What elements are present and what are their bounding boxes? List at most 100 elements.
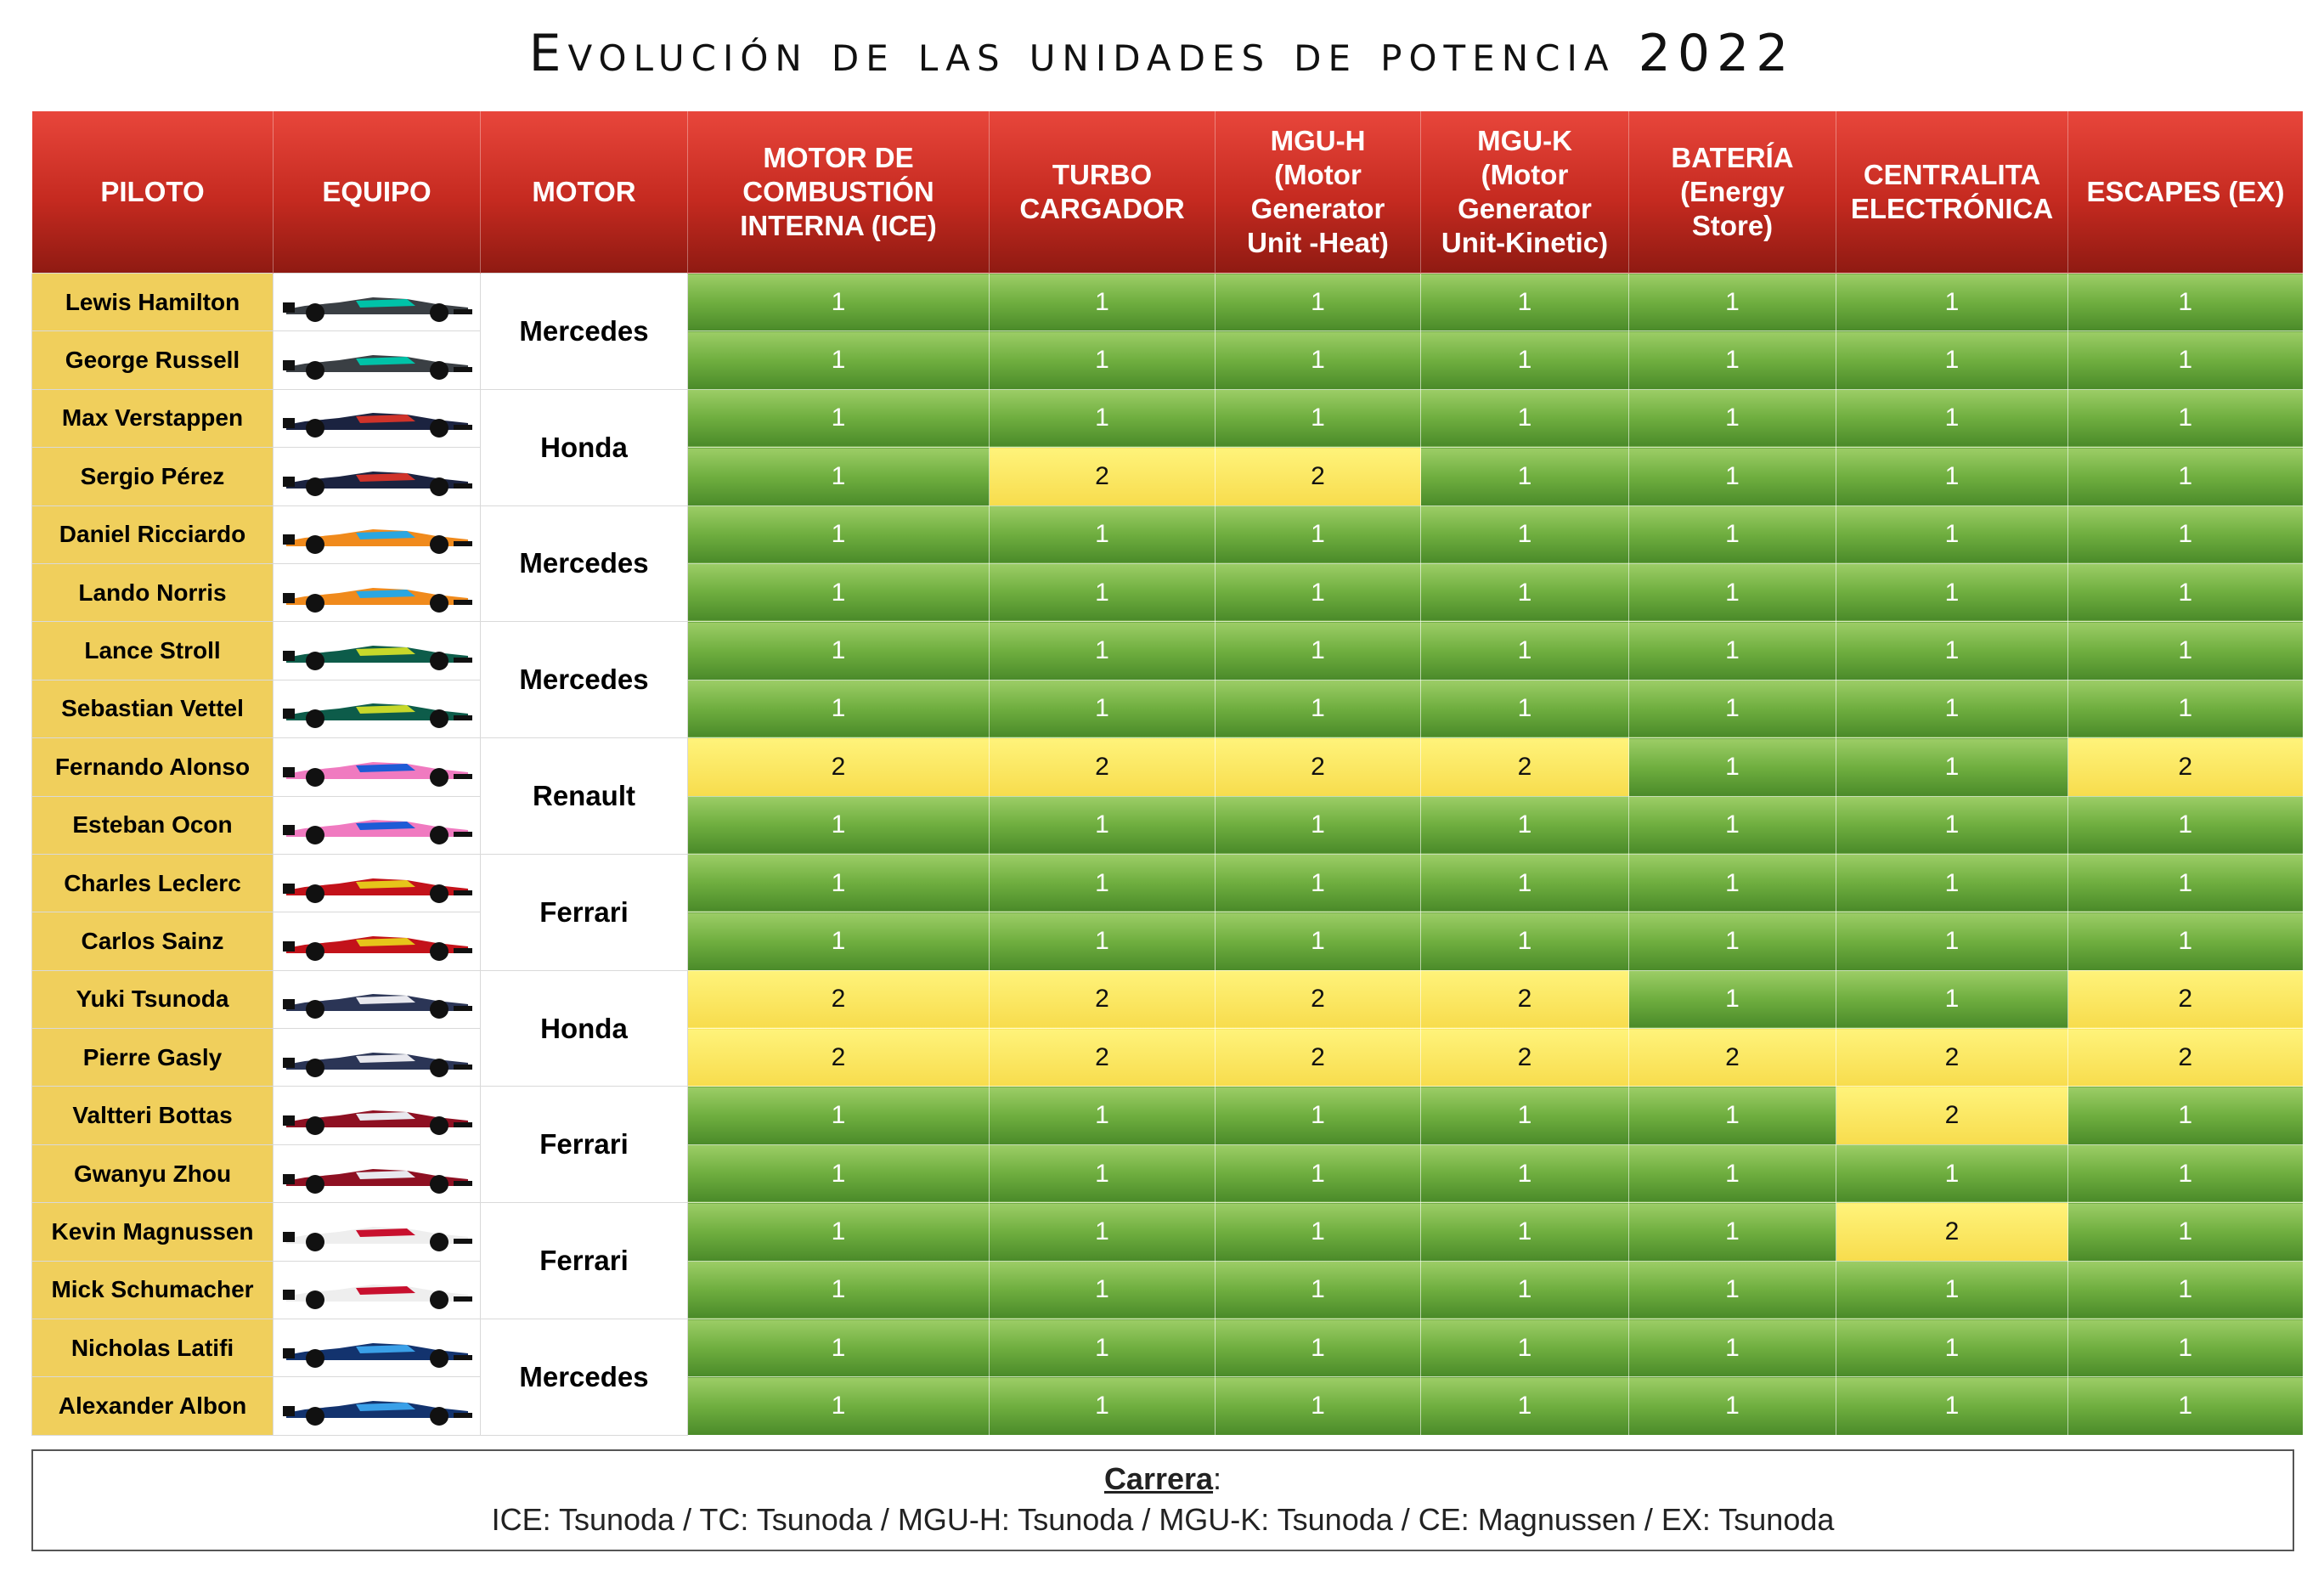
component-count: 1 — [989, 1202, 1216, 1262]
car-image — [282, 935, 472, 961]
component-count: 2 — [1215, 1028, 1421, 1087]
component-count: 2 — [989, 447, 1216, 506]
car-wheel — [429, 826, 448, 845]
component-count: 1 — [1836, 737, 2068, 797]
driver-name: Max Verstappen — [31, 388, 274, 449]
team-car — [273, 505, 481, 564]
component-count: 1 — [687, 853, 990, 913]
car-wing — [453, 483, 472, 489]
car-wheel — [429, 593, 448, 613]
car-wheel — [429, 1407, 448, 1426]
driver-name: Sebastian Vettel — [31, 679, 274, 739]
component-count: 1 — [1836, 969, 2068, 1030]
engine-supplier: Honda — [480, 969, 688, 1087]
car-wheel — [305, 302, 324, 322]
team-car — [273, 1202, 481, 1262]
component-count: 1 — [1836, 853, 2068, 913]
component-count: 2 — [1215, 447, 1421, 506]
component-count: 1 — [1628, 912, 1836, 971]
car-wheel — [429, 361, 448, 381]
driver-row: Lance Stroll Mercedes 1 1 1 1 1 1 1 — [31, 621, 2304, 739]
car-wing — [453, 1122, 472, 1128]
car-stripe — [355, 472, 415, 482]
driver-name: Pierre Gasly — [31, 1028, 274, 1087]
footer: Carrera: ICE: Tsunoda / TC: Tsunoda / MG… — [31, 1449, 2294, 1551]
car-wing — [282, 534, 295, 545]
car-wing — [453, 658, 472, 664]
engine-supplier: Ferrari — [480, 1086, 688, 1204]
component-count: 1 — [2067, 505, 2304, 564]
car-stripe — [355, 763, 415, 772]
component-count: 1 — [1628, 795, 1836, 855]
component-count: 1 — [989, 795, 1216, 855]
component-count: 1 — [989, 272, 1216, 332]
column-header: BATERÍA (Energy Store) — [1628, 111, 1836, 274]
team-car — [273, 912, 481, 971]
component-count: 1 — [2067, 1376, 2304, 1436]
title: Evolución de las unidades de potencia 20… — [528, 24, 1796, 83]
driver-row: Daniel Ricciardo Mercedes 1 1 1 1 1 1 1 — [31, 505, 2304, 623]
car-wheel — [305, 361, 324, 381]
component-count: 1 — [687, 388, 990, 449]
driver-row: Esteban Ocon 1 1 1 1 1 1 1 — [31, 795, 2304, 855]
team-car — [273, 1260, 481, 1320]
component-count: 1 — [1215, 388, 1421, 449]
car-image — [282, 1342, 472, 1368]
component-count: 1 — [2067, 853, 2304, 913]
component-count: 1 — [1628, 330, 1836, 390]
car-stripe — [355, 531, 415, 540]
car-image — [282, 994, 472, 1019]
component-count: 1 — [1628, 562, 1836, 623]
component-count: 1 — [1628, 853, 1836, 913]
component-count: 1 — [1836, 679, 2068, 739]
car-stripe — [355, 1053, 415, 1063]
car-stripe — [355, 822, 415, 831]
component-count: 1 — [1420, 795, 1629, 855]
car-image — [282, 761, 472, 787]
component-count: 1 — [989, 1144, 1216, 1204]
component-count: 1 — [1836, 447, 2068, 506]
component-count: 1 — [1420, 1376, 1629, 1436]
component-count: 1 — [1420, 912, 1629, 971]
driver-name: Charles Leclerc — [31, 853, 274, 913]
car-wing — [453, 1006, 472, 1012]
car-wing — [282, 1290, 295, 1301]
car-wing — [453, 1354, 472, 1360]
driver-name: Gwanyu Zhou — [31, 1144, 274, 1204]
car-wing — [453, 947, 472, 953]
component-count: 1 — [1420, 1086, 1629, 1145]
component-count: 1 — [687, 1376, 990, 1436]
car-wing — [453, 773, 472, 779]
component-count: 1 — [1836, 505, 2068, 564]
component-count: 1 — [1836, 1376, 2068, 1436]
component-count: 2 — [1836, 1028, 2068, 1087]
component-count: 1 — [687, 447, 990, 506]
component-count: 1 — [687, 621, 990, 681]
team-car — [273, 272, 481, 332]
component-count: 1 — [1628, 1376, 1836, 1436]
car-wing — [282, 999, 295, 1010]
driver-row: Sebastian Vettel 1 1 1 1 1 1 1 — [31, 679, 2304, 739]
component-count: 1 — [1215, 1376, 1421, 1436]
car-wheel — [305, 767, 324, 787]
component-count: 1 — [1836, 1319, 2068, 1378]
car-wing — [282, 1231, 295, 1242]
column-header: PILOTO — [31, 111, 274, 274]
driver-row: Fernando Alonso Renault 2 2 2 2 1 1 2 — [31, 737, 2304, 855]
footer-text: ICE: Tsunoda / TC: Tsunoda / MGU-H: Tsun… — [491, 1502, 1835, 1537]
component-count: 1 — [1215, 562, 1421, 623]
car-stripe — [355, 1112, 415, 1121]
component-count: 1 — [1836, 272, 2068, 332]
component-count: 1 — [1836, 562, 2068, 623]
engine-supplier: Ferrari — [480, 853, 688, 971]
car-wheel — [305, 1290, 324, 1310]
component-count: 1 — [1420, 562, 1629, 623]
component-count: 2 — [687, 1028, 990, 1087]
car-wing — [453, 1238, 472, 1244]
team-car — [273, 1144, 481, 1204]
engine-supplier: Mercedes — [480, 621, 688, 739]
component-count: 2 — [1215, 737, 1421, 797]
component-count: 2 — [1420, 1028, 1629, 1087]
car-stripe — [355, 1170, 415, 1179]
car-wheel — [305, 1116, 324, 1136]
